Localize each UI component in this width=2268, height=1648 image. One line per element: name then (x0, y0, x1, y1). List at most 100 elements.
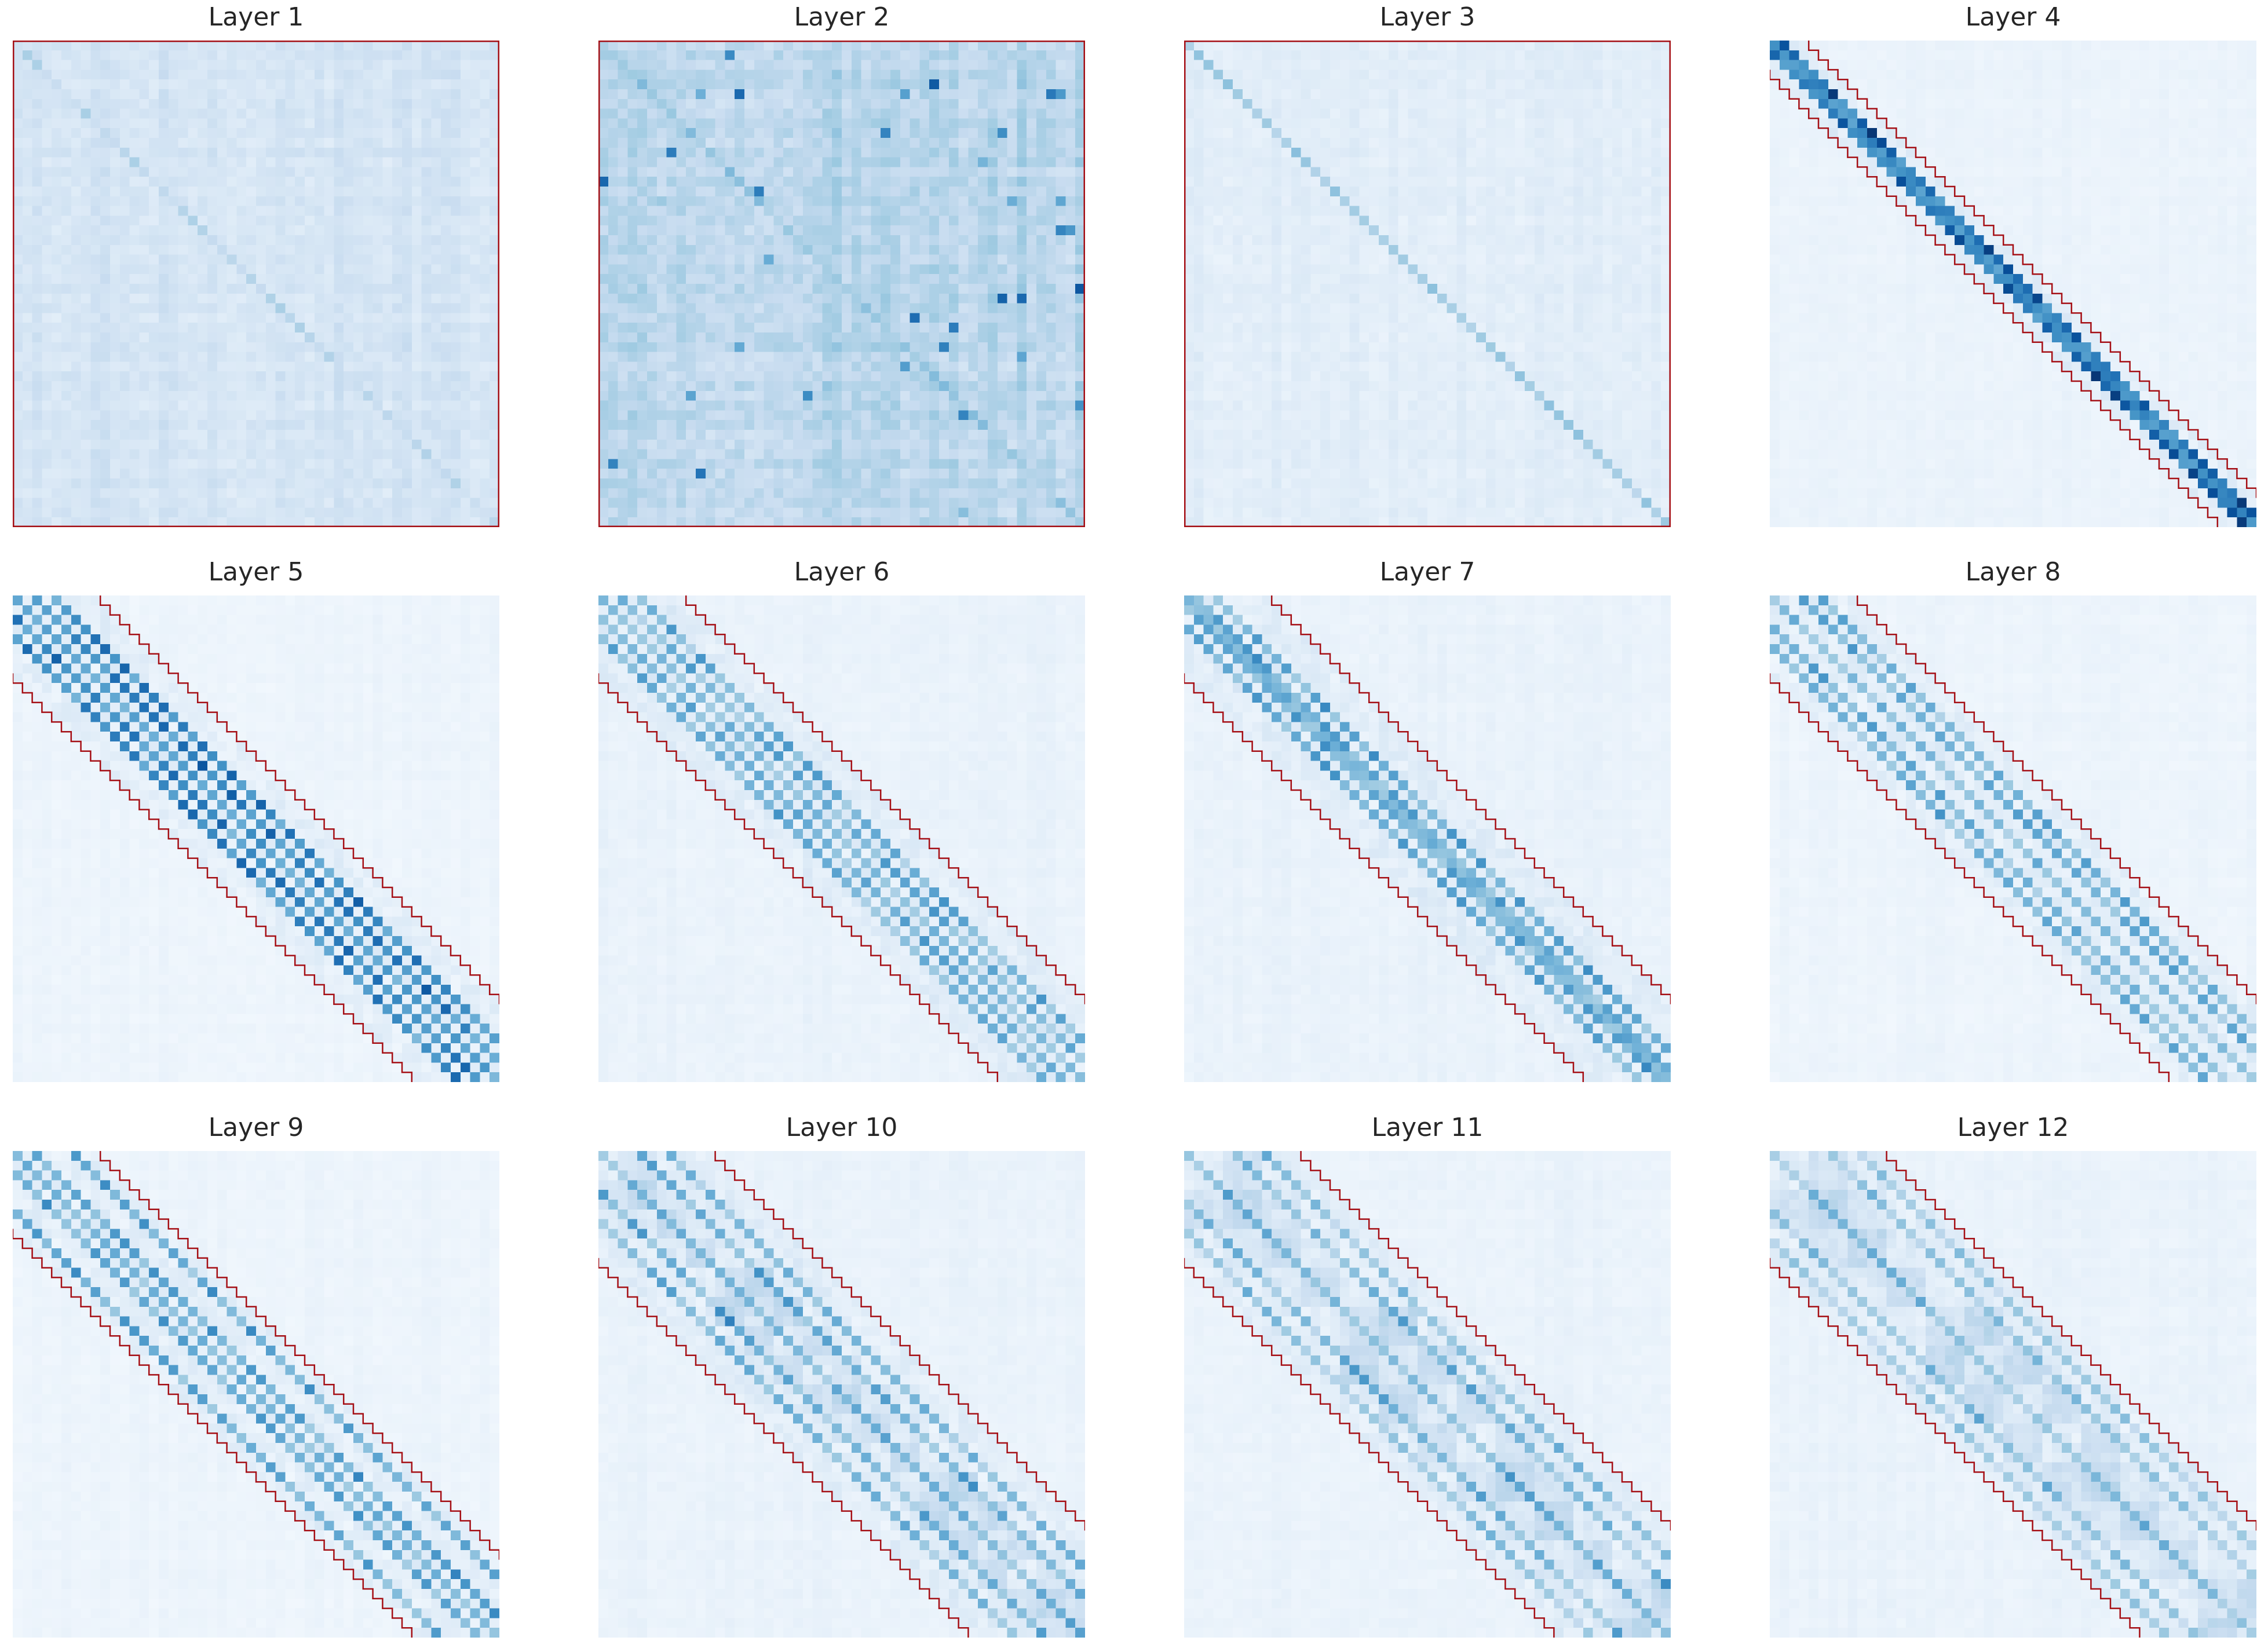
heatmap-cell (159, 177, 169, 187)
heatmap-cell (353, 274, 364, 284)
heatmap-cell (344, 244, 354, 255)
heatmap-cell (110, 167, 120, 177)
heatmap-cell (139, 390, 149, 401)
heatmap-cell (696, 128, 706, 138)
heatmap-cell (236, 313, 247, 323)
heatmap-cell (256, 98, 266, 109)
heatmap-cell (842, 352, 852, 362)
heatmap-cell (948, 138, 959, 148)
heatmap-cell (725, 196, 735, 207)
heatmap-cell (1065, 196, 1076, 207)
heatmap-cell (1075, 323, 1085, 333)
heatmap-cell (149, 187, 159, 197)
heatmap-cell (608, 274, 619, 284)
heatmap-cell (32, 157, 42, 167)
heatmap-cell (968, 371, 978, 382)
heatmap-cell (1046, 128, 1057, 138)
heatmap-cell (1007, 439, 1017, 450)
heatmap-cell (480, 177, 490, 187)
heatmap-cell (851, 469, 862, 479)
heatmap-cell (411, 488, 422, 499)
heatmap-cell (1017, 196, 1027, 207)
heatmap-cell (735, 390, 745, 401)
heatmap-cell (1027, 449, 1037, 459)
heatmap-cell (939, 498, 949, 508)
heatmap-cell (227, 303, 237, 313)
heatmap-cell (285, 430, 295, 440)
heatmap-cell (666, 449, 677, 459)
heatmap-cell (246, 390, 257, 401)
heatmap-cell (968, 303, 978, 313)
heatmap-cell (627, 147, 638, 158)
heatmap-cell (802, 342, 813, 353)
heatmap-cell (305, 225, 315, 236)
heatmap-cell (344, 371, 354, 382)
heatmap-cell (656, 313, 667, 323)
heatmap-cell (861, 89, 871, 100)
heatmap-cell (696, 293, 706, 304)
heatmap-cell (861, 498, 871, 508)
heatmap-cell (490, 517, 499, 527)
heatmap-cell (382, 498, 393, 508)
heatmap-cell (968, 459, 978, 469)
heatmap-cell (744, 390, 755, 401)
heatmap-cell (1056, 400, 1066, 411)
heatmap-cell (881, 70, 891, 80)
heatmap-cell (411, 138, 422, 148)
heatmap-cell (119, 323, 130, 333)
heatmap-cell (52, 381, 62, 392)
heatmap-cell (188, 254, 198, 265)
heatmap-cell (851, 157, 862, 167)
heatmap-cell (929, 400, 940, 411)
heatmap-cell (764, 342, 774, 353)
heatmap-cell (275, 507, 286, 518)
heatmap-cell (480, 79, 490, 90)
heatmap-cell (168, 41, 179, 51)
heatmap-cell (295, 478, 305, 489)
heatmap-cell (793, 469, 804, 479)
heatmap-cell (246, 498, 257, 508)
heatmap-cell (81, 206, 91, 216)
heatmap-cell (871, 41, 881, 51)
heatmap-cell (919, 206, 930, 216)
heatmap-cell (851, 361, 862, 372)
heatmap-cell (637, 41, 648, 51)
heatmap-cell (265, 70, 276, 80)
heatmap-cell (919, 293, 930, 304)
heatmap-cell (139, 108, 149, 119)
heatmap-cell (1065, 469, 1076, 479)
heatmap-cell (139, 342, 149, 353)
heatmap-cell (783, 89, 794, 100)
heatmap-cell (480, 244, 490, 255)
heatmap-cell (402, 488, 412, 499)
heatmap-cell (598, 361, 609, 372)
heatmap-cell (129, 410, 140, 421)
heatmap-cell (608, 89, 619, 100)
heatmap-cell (1065, 439, 1076, 450)
heatmap-cell (480, 60, 490, 70)
heatmap-cell (353, 187, 364, 197)
heatmap-cell (656, 147, 667, 158)
heatmap-cell (42, 274, 52, 284)
heatmap-cell (236, 342, 247, 353)
heatmap-cell (1007, 244, 1017, 255)
heatmap-cell (13, 157, 23, 167)
heatmap-cell (754, 187, 765, 197)
heatmap-cell (735, 439, 745, 450)
heatmap-cell (451, 449, 461, 459)
heatmap-cell (929, 381, 940, 392)
heatmap-cell (42, 284, 52, 294)
heatmap-cell (178, 498, 188, 508)
heatmap-cell (382, 225, 393, 236)
heatmap-cell (939, 235, 949, 246)
heatmap-cell (90, 138, 101, 148)
heatmap-cell (236, 118, 247, 129)
heatmap-cell (705, 235, 716, 246)
heatmap-cell (754, 264, 765, 275)
heatmap-cell (608, 430, 619, 440)
heatmap-cell (236, 430, 247, 440)
heatmap-cell (735, 400, 745, 411)
heatmap-cell (42, 420, 52, 430)
heatmap-cell (460, 420, 471, 430)
heatmap-cell (61, 274, 72, 284)
